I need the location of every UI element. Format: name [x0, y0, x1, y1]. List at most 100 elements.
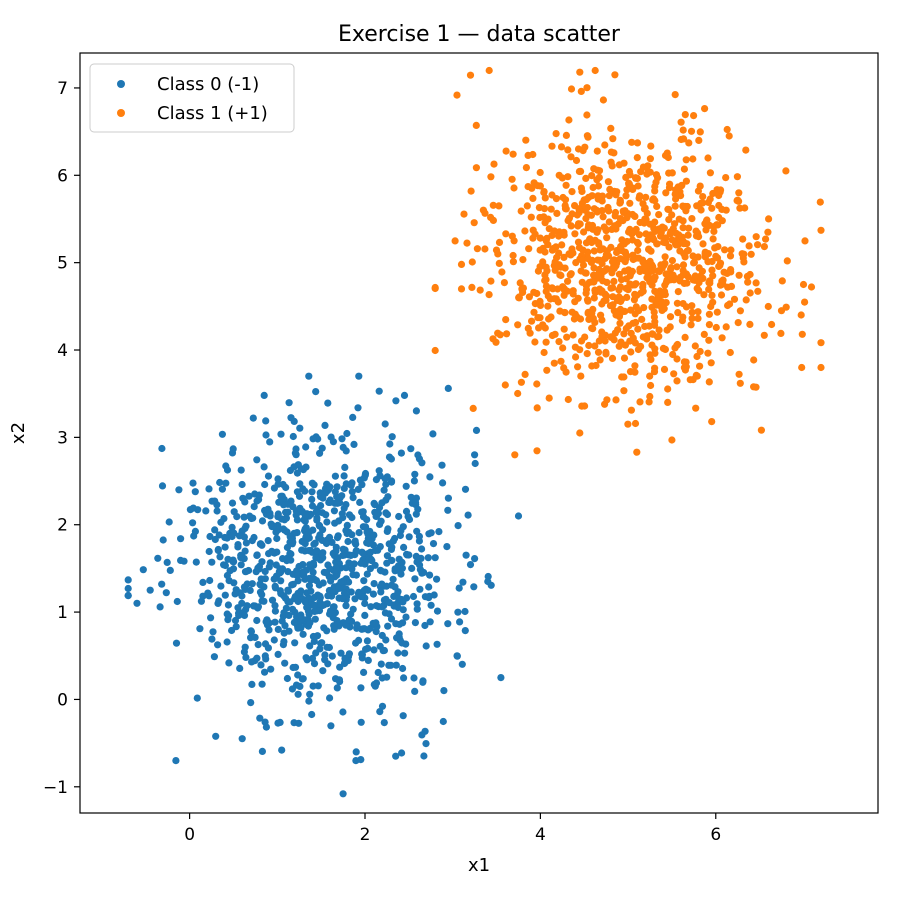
point-class-1	[521, 370, 529, 378]
point-class-1	[635, 254, 643, 262]
point-class-0	[355, 372, 363, 380]
point-class-0	[413, 600, 421, 608]
point-class-1	[567, 85, 576, 93]
point-class-0	[306, 619, 314, 627]
point-class-1	[514, 389, 522, 398]
point-class-0	[267, 520, 275, 528]
point-class-1	[618, 373, 626, 381]
point-class-1	[556, 271, 564, 279]
point-class-0	[242, 522, 250, 530]
point-class-0	[411, 619, 419, 627]
point-class-1	[517, 378, 526, 386]
point-class-1	[577, 337, 586, 345]
point-class-0	[384, 493, 392, 501]
point-class-1	[609, 293, 617, 301]
point-class-1	[662, 270, 670, 278]
point-class-0	[158, 482, 167, 490]
point-class-0	[387, 661, 395, 669]
point-class-1	[680, 240, 688, 248]
point-class-1	[609, 284, 617, 292]
point-class-1	[695, 287, 703, 295]
point-class-0	[349, 413, 357, 421]
point-class-0	[311, 615, 319, 623]
point-class-0	[362, 523, 370, 531]
point-class-1	[534, 267, 543, 275]
point-class-0	[296, 424, 304, 432]
point-class-0	[402, 640, 410, 648]
point-class-0	[318, 550, 326, 559]
point-class-0	[297, 587, 305, 595]
point-class-0	[411, 470, 419, 478]
point-class-0	[270, 575, 278, 583]
point-class-0	[302, 443, 310, 451]
point-class-1	[648, 303, 656, 311]
point-class-0	[177, 556, 185, 565]
point-class-0	[412, 510, 420, 518]
point-class-1	[642, 193, 650, 201]
point-class-0	[421, 621, 429, 630]
point-class-1	[557, 357, 565, 365]
point-class-0	[216, 478, 224, 487]
point-class-1	[591, 318, 599, 326]
point-class-0	[316, 645, 324, 653]
point-class-0	[175, 486, 183, 494]
point-class-1	[554, 285, 562, 293]
point-class-0	[224, 601, 232, 609]
point-class-1	[733, 197, 741, 205]
point-class-1	[667, 264, 675, 272]
point-class-0	[310, 660, 319, 668]
point-class-0	[254, 603, 262, 611]
point-class-1	[472, 121, 480, 129]
point-class-0	[354, 590, 363, 598]
point-class-0	[272, 528, 280, 536]
point-class-1	[485, 66, 493, 75]
point-class-1	[572, 353, 580, 361]
point-class-0	[264, 505, 272, 513]
point-class-0	[363, 570, 371, 578]
point-class-1	[650, 368, 659, 376]
point-class-0	[323, 518, 331, 526]
point-class-1	[492, 246, 501, 254]
point-class-0	[257, 661, 265, 669]
point-class-0	[271, 584, 279, 592]
point-class-1	[612, 191, 620, 199]
point-class-1	[636, 398, 644, 406]
point-class-1	[655, 211, 663, 219]
point-class-0	[317, 639, 325, 648]
point-class-0	[172, 757, 180, 765]
point-class-0	[247, 628, 255, 636]
point-class-1	[541, 276, 549, 285]
point-class-0	[281, 659, 289, 667]
point-class-1	[544, 215, 552, 223]
point-class-1	[479, 206, 487, 214]
point-class-0	[455, 584, 463, 592]
point-class-0	[327, 722, 335, 730]
point-class-0	[332, 547, 340, 555]
point-class-1	[699, 240, 707, 248]
point-class-1	[738, 250, 746, 258]
point-class-0	[380, 646, 388, 655]
point-class-0	[439, 479, 447, 487]
point-class-0	[205, 547, 213, 556]
point-class-0	[231, 616, 240, 625]
point-class-0	[332, 675, 340, 683]
point-class-0	[444, 620, 452, 628]
point-class-1	[639, 280, 647, 288]
point-class-1	[636, 192, 644, 200]
point-class-1	[677, 135, 685, 144]
point-class-0	[237, 554, 245, 562]
point-class-0	[337, 649, 345, 657]
point-class-0	[412, 552, 420, 561]
point-class-1	[550, 227, 559, 235]
point-class-1	[603, 234, 611, 242]
point-class-1	[577, 372, 585, 380]
point-class-0	[381, 475, 389, 483]
point-class-1	[621, 207, 629, 215]
point-class-0	[335, 584, 343, 593]
point-class-0	[392, 661, 400, 669]
point-class-1	[664, 385, 672, 393]
point-class-0	[470, 583, 478, 591]
point-class-1	[684, 246, 692, 255]
point-class-1	[712, 323, 720, 332]
point-class-0	[370, 646, 378, 654]
